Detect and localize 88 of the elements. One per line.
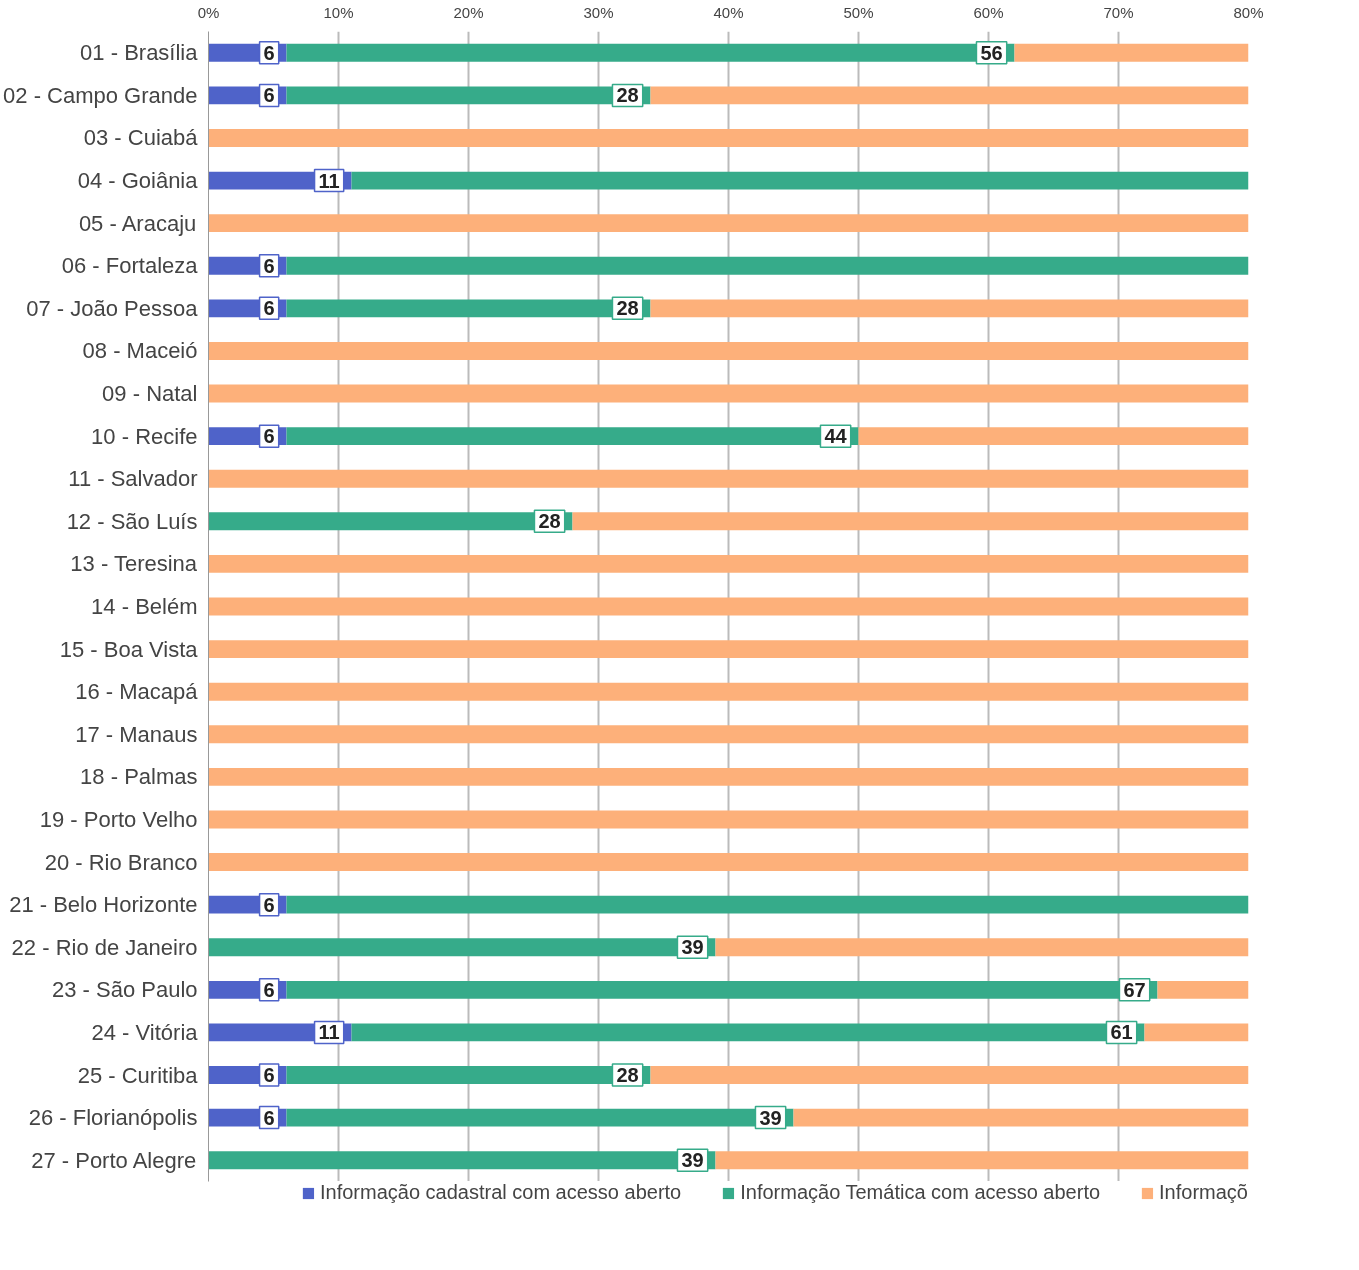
bar [208,129,1249,147]
bar [208,554,1249,573]
data-label: 6 [263,893,275,916]
data-label: 28 [616,84,639,107]
bar [650,1066,1249,1084]
x-tick-label: 80% [1233,3,1264,21]
data-label: 67 [1123,978,1146,1001]
y-tick-label: 19 - Porto Velho [39,806,198,832]
y-tick-label: 06 - Fortaleza [61,253,199,279]
y-tick-label: 02 - Campo Grande [3,82,198,108]
data-label: 6 [263,978,275,1001]
y-tick-label: 08 - Maceió [82,338,198,364]
y-tick-label: 14 - Belém [91,594,198,619]
bar [286,895,1249,914]
bar [208,810,1249,829]
data-label: 28 [538,510,561,533]
bar [858,427,1249,446]
bar [286,256,1249,275]
x-tick-label: 50% [843,3,874,21]
bar [351,171,1249,190]
y-tick-label: 22 - Rio de Janeiro [11,934,198,960]
x-tick-label: 0% [197,3,220,21]
y-tick-label: 15 - Boa Vista [59,636,199,662]
data-label: 6 [263,254,275,277]
data-label: 6 [263,84,275,107]
bar [650,86,1249,105]
y-tick-label: 12 - São Luís [66,508,198,534]
bar [208,597,1249,616]
y-tick-label: 23 - São Paulo [51,977,198,1003]
bar [650,299,1249,318]
data-label: 11 [318,169,340,192]
y-tick-label: 03 - Cuiabá [83,125,199,151]
bar [1144,1023,1249,1042]
bar [208,725,1249,744]
y-tick-label: 05 - Aracaju [78,210,197,236]
bar [793,1108,1249,1127]
bar [715,1151,1249,1170]
y-tick-label: 16 - Macapá [75,679,199,705]
y-tick-label: 04 - Goiânia [77,168,199,194]
x-tick-label: 10% [323,3,354,21]
bar [572,512,1249,531]
data-label: 39 [681,1149,704,1172]
legend-label: Informaçõ [1159,1181,1248,1204]
data-label: 28 [616,1064,639,1087]
data-label: 28 [616,297,639,320]
data-label: 6 [263,1106,275,1129]
y-tick-label: 01 - Brasília [80,40,199,66]
bar [208,384,1249,403]
y-tick-label: 20 - Rio Branco [44,849,198,875]
data-label: 39 [681,936,704,959]
x-tick-label: 70% [1103,3,1134,21]
data-label: 6 [263,297,275,320]
y-tick-label: 26 - Florianópolis [28,1105,198,1131]
legend-label: Informação Temática com acesso aberto [740,1181,1101,1204]
y-tick-label: 10 - Recife [91,423,198,449]
data-label: 44 [824,425,848,448]
y-tick-label: 27 - Porto Alegre [31,1147,197,1173]
y-tick-label: 17 - Manaus [75,721,198,747]
x-tick-label: 20% [453,3,484,21]
y-tick-label: 13 - Teresina [70,551,198,577]
bar [208,853,1249,871]
legend-label: Informação cadastral com acesso aberto [319,1181,682,1204]
x-tick-label: 60% [973,3,1004,21]
bar [208,682,1249,701]
bar [208,214,1249,233]
data-label: 39 [759,1106,782,1129]
data-label: 6 [263,425,275,448]
data-label: 6 [263,41,275,64]
y-tick-label: 18 - Palmas [80,764,198,790]
y-tick-label: 07 - João Pessoa [26,295,199,321]
bar [715,938,1249,957]
y-tick-label: 11 - Salvador [68,466,198,492]
x-tick-label: 40% [713,3,744,21]
bar [1014,43,1249,62]
y-tick-label: 09 - Natal [102,381,198,407]
bar [1157,980,1249,999]
data-label: 6 [263,1064,275,1087]
data-label: 56 [980,41,1003,64]
data-label: 11 [318,1021,340,1044]
y-tick-label: 24 - Vitória [91,1019,199,1045]
bar [208,469,1249,488]
bar [208,342,1249,360]
data-label: 61 [1110,1021,1133,1044]
bar [208,640,1249,659]
bar [208,767,1249,786]
x-tick-label: 30% [583,3,614,21]
y-tick-label: 25 - Curitiba [77,1062,199,1088]
y-tick-label: 21 - Belo Horizonte [9,892,198,918]
